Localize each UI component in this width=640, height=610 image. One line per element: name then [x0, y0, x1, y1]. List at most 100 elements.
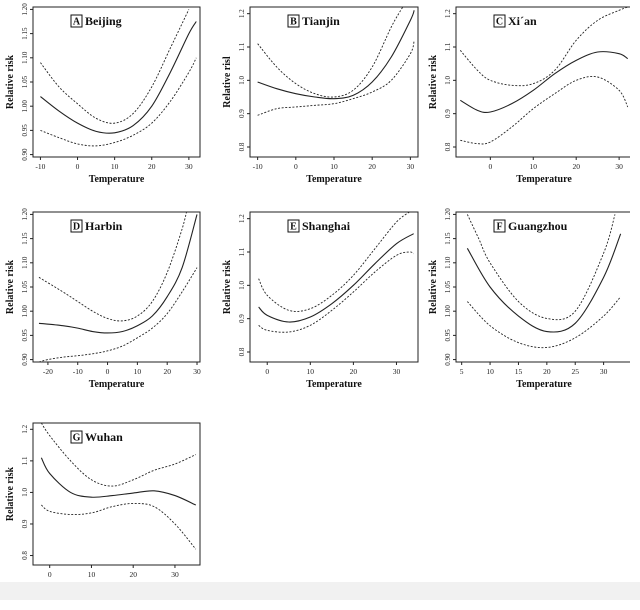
y-tick-label: 1.2 — [21, 424, 29, 433]
x-tick-label: -10 — [73, 367, 83, 376]
x-tick-label: -10 — [35, 162, 45, 171]
y-tick-label: 1.0 — [444, 75, 452, 84]
x-tick-label: 20 — [350, 367, 358, 376]
panel-title: Wuhan — [85, 430, 123, 444]
ci-lower-line — [460, 75, 629, 145]
x-tick-label: 0 — [294, 162, 298, 171]
panel-letter: F — [496, 222, 502, 233]
ci-lower-line — [38, 267, 198, 362]
y-tick-label: 0.9 — [444, 109, 452, 118]
panel-letter-box — [70, 14, 83, 28]
y-tick-label: 1.10 — [444, 256, 452, 269]
y-tick-label: 1.15 — [444, 232, 452, 245]
y-tick-label: 1.15 — [21, 232, 29, 245]
curves-group — [466, 214, 622, 349]
x-tick-label: 10 — [88, 570, 96, 579]
chart-panel-d: -20 -10 0 10 20 30 0.90 0.95 1.00 1.05 1.10 1.15 1.2… — [5, 208, 201, 390]
plot-frame — [249, 211, 419, 363]
y-tick-label: 1.20 — [444, 208, 452, 221]
ci-upper-line — [40, 423, 197, 487]
chart-panel-f: 5 10 15 20 25 30 0.90 0.95 1.00 1.05 1.10 1.15 1.20 T… — [428, 208, 630, 390]
x-tick-label: 30 — [185, 162, 193, 171]
y-axis-label: Relative risk — [5, 466, 16, 521]
y-tick-label: 0.8 — [238, 142, 246, 151]
chart-panel-a: -10 0 10 20 30 0.90 0.95 1.00 1.05 1.10 1.15 1.20 Te… — [5, 3, 201, 185]
y-axis-label: Relative risk — [5, 259, 16, 314]
x-tick-label: 15 — [515, 367, 523, 376]
plot-frame — [455, 6, 630, 158]
panel-letter-box — [70, 219, 83, 233]
curves-group — [257, 7, 415, 116]
plot-frame — [455, 211, 630, 363]
x-tick-label: 10 — [330, 162, 338, 171]
x-tick-label: -20 — [43, 367, 53, 376]
y-tick-label: 0.90 — [21, 148, 29, 161]
x-tick-label: 30 — [171, 570, 179, 579]
x-tick-label: 25 — [571, 367, 579, 376]
y-tick-label: 0.95 — [21, 329, 29, 342]
x-tick-label: -10 — [253, 162, 263, 171]
y-tick-label: 0.9 — [238, 314, 246, 323]
x-tick-label: 20 — [572, 162, 580, 171]
estimate-line — [466, 233, 622, 333]
curves-group — [459, 7, 629, 145]
x-axis-label: Temperature — [89, 174, 145, 185]
chart-panel-g: 01020300.80.91.01.11.2TemperatureRelativ… — [5, 422, 201, 593]
y-tick-label: 1.1 — [21, 456, 29, 465]
panel-title: Shanghai — [302, 219, 351, 233]
x-axis-label: Temperature — [89, 379, 145, 390]
x-tick-label: 0 — [76, 162, 80, 171]
curves-group — [38, 212, 198, 362]
ci-upper-line — [40, 9, 190, 124]
y-tick-label: 1.20 — [21, 208, 29, 221]
y-tick-label: 1.10 — [21, 256, 29, 269]
panel-letter-box — [70, 430, 83, 444]
y-tick-label: 1.00 — [21, 305, 29, 318]
x-tick-label: 20 — [163, 367, 171, 376]
ci-upper-line — [38, 212, 187, 322]
y-tick-label: 0.9 — [21, 519, 29, 528]
x-axis-label: Temperature — [306, 379, 362, 390]
y-tick-label: 0.90 — [21, 353, 29, 366]
x-tick-label: 0 — [488, 162, 492, 171]
panel-letter-box — [287, 219, 300, 233]
y-tick-label: 1.1 — [444, 42, 452, 51]
panel-letter-box — [493, 219, 506, 233]
x-tick-label: 20 — [129, 570, 137, 579]
x-tick-label: 30 — [615, 162, 623, 171]
x-tick-label: 30 — [600, 367, 608, 376]
panel-letter: C — [496, 17, 503, 28]
estimate-line — [40, 21, 197, 134]
x-tick-label: 30 — [193, 367, 201, 376]
x-tick-label: 10 — [307, 367, 315, 376]
ci-upper-line — [466, 214, 616, 321]
panel-letter: B — [290, 17, 297, 28]
panel-title: Tianjin — [302, 14, 340, 28]
ci-lower-line — [258, 251, 414, 333]
panel-title: Xi´an — [508, 14, 537, 28]
x-tick-label: 0 — [265, 367, 269, 376]
y-tick-label: 0.8 — [444, 142, 452, 151]
x-tick-label: 30 — [407, 162, 415, 171]
ci-upper-line — [258, 212, 410, 312]
x-axis-label: Temperature — [516, 379, 572, 390]
y-tick-label: 1.00 — [21, 100, 29, 113]
y-tick-label: 1.15 — [21, 27, 29, 40]
y-axis-label: Relative risk — [428, 259, 439, 314]
x-tick-label: 20 — [148, 162, 156, 171]
plot-frame — [32, 6, 201, 158]
panel-letter-box — [493, 14, 506, 28]
chart-panel-e: 0 10 20 30 0.8 0.9 1.0 1.1 1.2 Temperature Relativ… — [222, 211, 419, 390]
y-tick-label: 0.9 — [238, 109, 246, 118]
panel-letter: D — [73, 222, 80, 233]
x-tick-label: 0 — [48, 570, 52, 579]
curves-group — [40, 423, 197, 550]
plot-frame — [249, 6, 419, 158]
estimate-line — [258, 233, 414, 323]
ci-lower-line — [40, 57, 197, 147]
estimate-line — [38, 214, 198, 334]
x-tick-label: 10 — [134, 367, 142, 376]
x-tick-label: 20 — [543, 367, 551, 376]
chart-panel-b: -10 0 10 20 30 0.8 0.9 1.0 1.1 1.2 Temperature Rela… — [222, 6, 419, 185]
